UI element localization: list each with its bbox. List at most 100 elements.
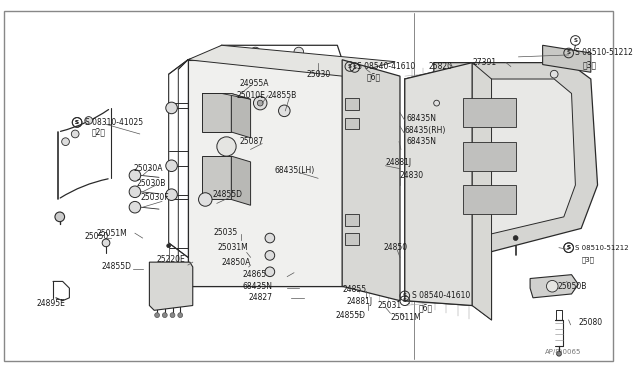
Text: S: S bbox=[403, 294, 407, 298]
Text: 25011M: 25011M bbox=[390, 312, 421, 321]
Text: 25051M: 25051M bbox=[97, 229, 127, 238]
Text: S: S bbox=[75, 120, 79, 125]
Bar bbox=[463, 98, 516, 127]
Text: 25010E: 25010E bbox=[236, 91, 265, 100]
Text: 68435N: 68435N bbox=[243, 282, 273, 291]
Text: S: S bbox=[573, 38, 577, 43]
Polygon shape bbox=[231, 156, 251, 205]
Text: S 08540-41610: S 08540-41610 bbox=[412, 291, 470, 300]
Polygon shape bbox=[530, 275, 579, 298]
Polygon shape bbox=[472, 62, 492, 320]
Circle shape bbox=[253, 96, 267, 110]
Circle shape bbox=[294, 47, 303, 57]
Circle shape bbox=[178, 313, 182, 318]
Circle shape bbox=[198, 193, 212, 206]
Circle shape bbox=[85, 116, 93, 124]
Bar bbox=[345, 98, 360, 110]
Circle shape bbox=[166, 189, 177, 201]
Polygon shape bbox=[231, 93, 251, 138]
Polygon shape bbox=[434, 62, 598, 256]
Text: 25050B: 25050B bbox=[557, 282, 586, 291]
Text: 25080: 25080 bbox=[579, 318, 602, 327]
Circle shape bbox=[163, 313, 167, 318]
Text: 25030: 25030 bbox=[307, 70, 331, 79]
Text: 24855B: 24855B bbox=[268, 91, 297, 100]
Polygon shape bbox=[202, 93, 231, 132]
Text: 24855D: 24855D bbox=[335, 311, 365, 320]
Text: 68435N: 68435N bbox=[407, 137, 436, 146]
Text: 24855D: 24855D bbox=[212, 190, 242, 199]
Text: S 08310-41025: S 08310-41025 bbox=[85, 118, 143, 127]
Text: 25030A: 25030A bbox=[133, 164, 163, 173]
Text: 25820: 25820 bbox=[429, 62, 453, 71]
Circle shape bbox=[129, 170, 141, 181]
Text: 68435(RH): 68435(RH) bbox=[404, 126, 446, 135]
Circle shape bbox=[155, 313, 159, 318]
Circle shape bbox=[166, 102, 177, 114]
Text: 〈6〉: 〈6〉 bbox=[419, 303, 433, 312]
Polygon shape bbox=[404, 62, 472, 305]
Text: AP/8)0065: AP/8)0065 bbox=[545, 349, 581, 355]
Text: 27391: 27391 bbox=[472, 58, 497, 67]
Text: 〈6〉: 〈6〉 bbox=[366, 73, 380, 81]
Text: 25030B: 25030B bbox=[137, 179, 166, 187]
Circle shape bbox=[55, 212, 65, 222]
Circle shape bbox=[265, 267, 275, 277]
Polygon shape bbox=[188, 60, 342, 286]
Circle shape bbox=[257, 100, 263, 106]
Text: S: S bbox=[353, 65, 356, 70]
Text: 〈3〉: 〈3〉 bbox=[582, 256, 595, 263]
Text: 25031M: 25031M bbox=[218, 243, 248, 252]
Text: 25030F: 25030F bbox=[141, 193, 170, 202]
Text: S 08510-51212: S 08510-51212 bbox=[575, 48, 633, 58]
Circle shape bbox=[170, 313, 175, 318]
Circle shape bbox=[550, 70, 558, 78]
Circle shape bbox=[61, 138, 69, 145]
Bar bbox=[345, 118, 360, 129]
Bar bbox=[345, 233, 360, 245]
Circle shape bbox=[265, 251, 275, 260]
Text: S: S bbox=[403, 298, 407, 303]
Polygon shape bbox=[149, 262, 193, 310]
Circle shape bbox=[166, 160, 177, 171]
Polygon shape bbox=[202, 156, 231, 199]
Text: 24865: 24865 bbox=[243, 270, 267, 279]
Text: 25087: 25087 bbox=[239, 137, 263, 146]
Text: 68435(LH): 68435(LH) bbox=[275, 166, 315, 175]
Text: S: S bbox=[566, 51, 571, 55]
Circle shape bbox=[265, 233, 275, 243]
Text: 24850: 24850 bbox=[383, 243, 408, 252]
Circle shape bbox=[71, 130, 79, 138]
Text: 24827: 24827 bbox=[249, 293, 273, 302]
Text: 24895E: 24895E bbox=[36, 299, 65, 308]
Circle shape bbox=[434, 100, 440, 106]
Text: S: S bbox=[566, 245, 571, 250]
Text: 25050: 25050 bbox=[85, 232, 109, 241]
Text: 25220E: 25220E bbox=[156, 255, 185, 264]
Circle shape bbox=[513, 235, 518, 240]
Bar bbox=[345, 214, 360, 225]
Text: 24850A: 24850A bbox=[221, 258, 251, 267]
Circle shape bbox=[547, 280, 558, 292]
Text: 24881J: 24881J bbox=[385, 158, 412, 167]
Text: S: S bbox=[566, 245, 571, 250]
Polygon shape bbox=[202, 93, 251, 99]
Text: S: S bbox=[348, 64, 352, 69]
Text: S 08510-51212: S 08510-51212 bbox=[575, 245, 629, 251]
Text: 24955A: 24955A bbox=[239, 79, 269, 88]
Text: 25031: 25031 bbox=[378, 301, 402, 310]
Polygon shape bbox=[446, 79, 575, 236]
Circle shape bbox=[217, 137, 236, 156]
Circle shape bbox=[557, 351, 561, 356]
Circle shape bbox=[251, 47, 260, 57]
Circle shape bbox=[102, 239, 110, 247]
Text: 24855: 24855 bbox=[342, 285, 366, 294]
Text: 24830: 24830 bbox=[400, 171, 424, 180]
Polygon shape bbox=[188, 45, 395, 76]
Text: 〈2〉: 〈2〉 bbox=[92, 128, 106, 137]
Bar bbox=[463, 185, 516, 214]
Circle shape bbox=[167, 244, 171, 248]
Text: S 08540-41610: S 08540-41610 bbox=[356, 62, 415, 71]
Circle shape bbox=[129, 186, 141, 198]
Polygon shape bbox=[543, 45, 591, 72]
